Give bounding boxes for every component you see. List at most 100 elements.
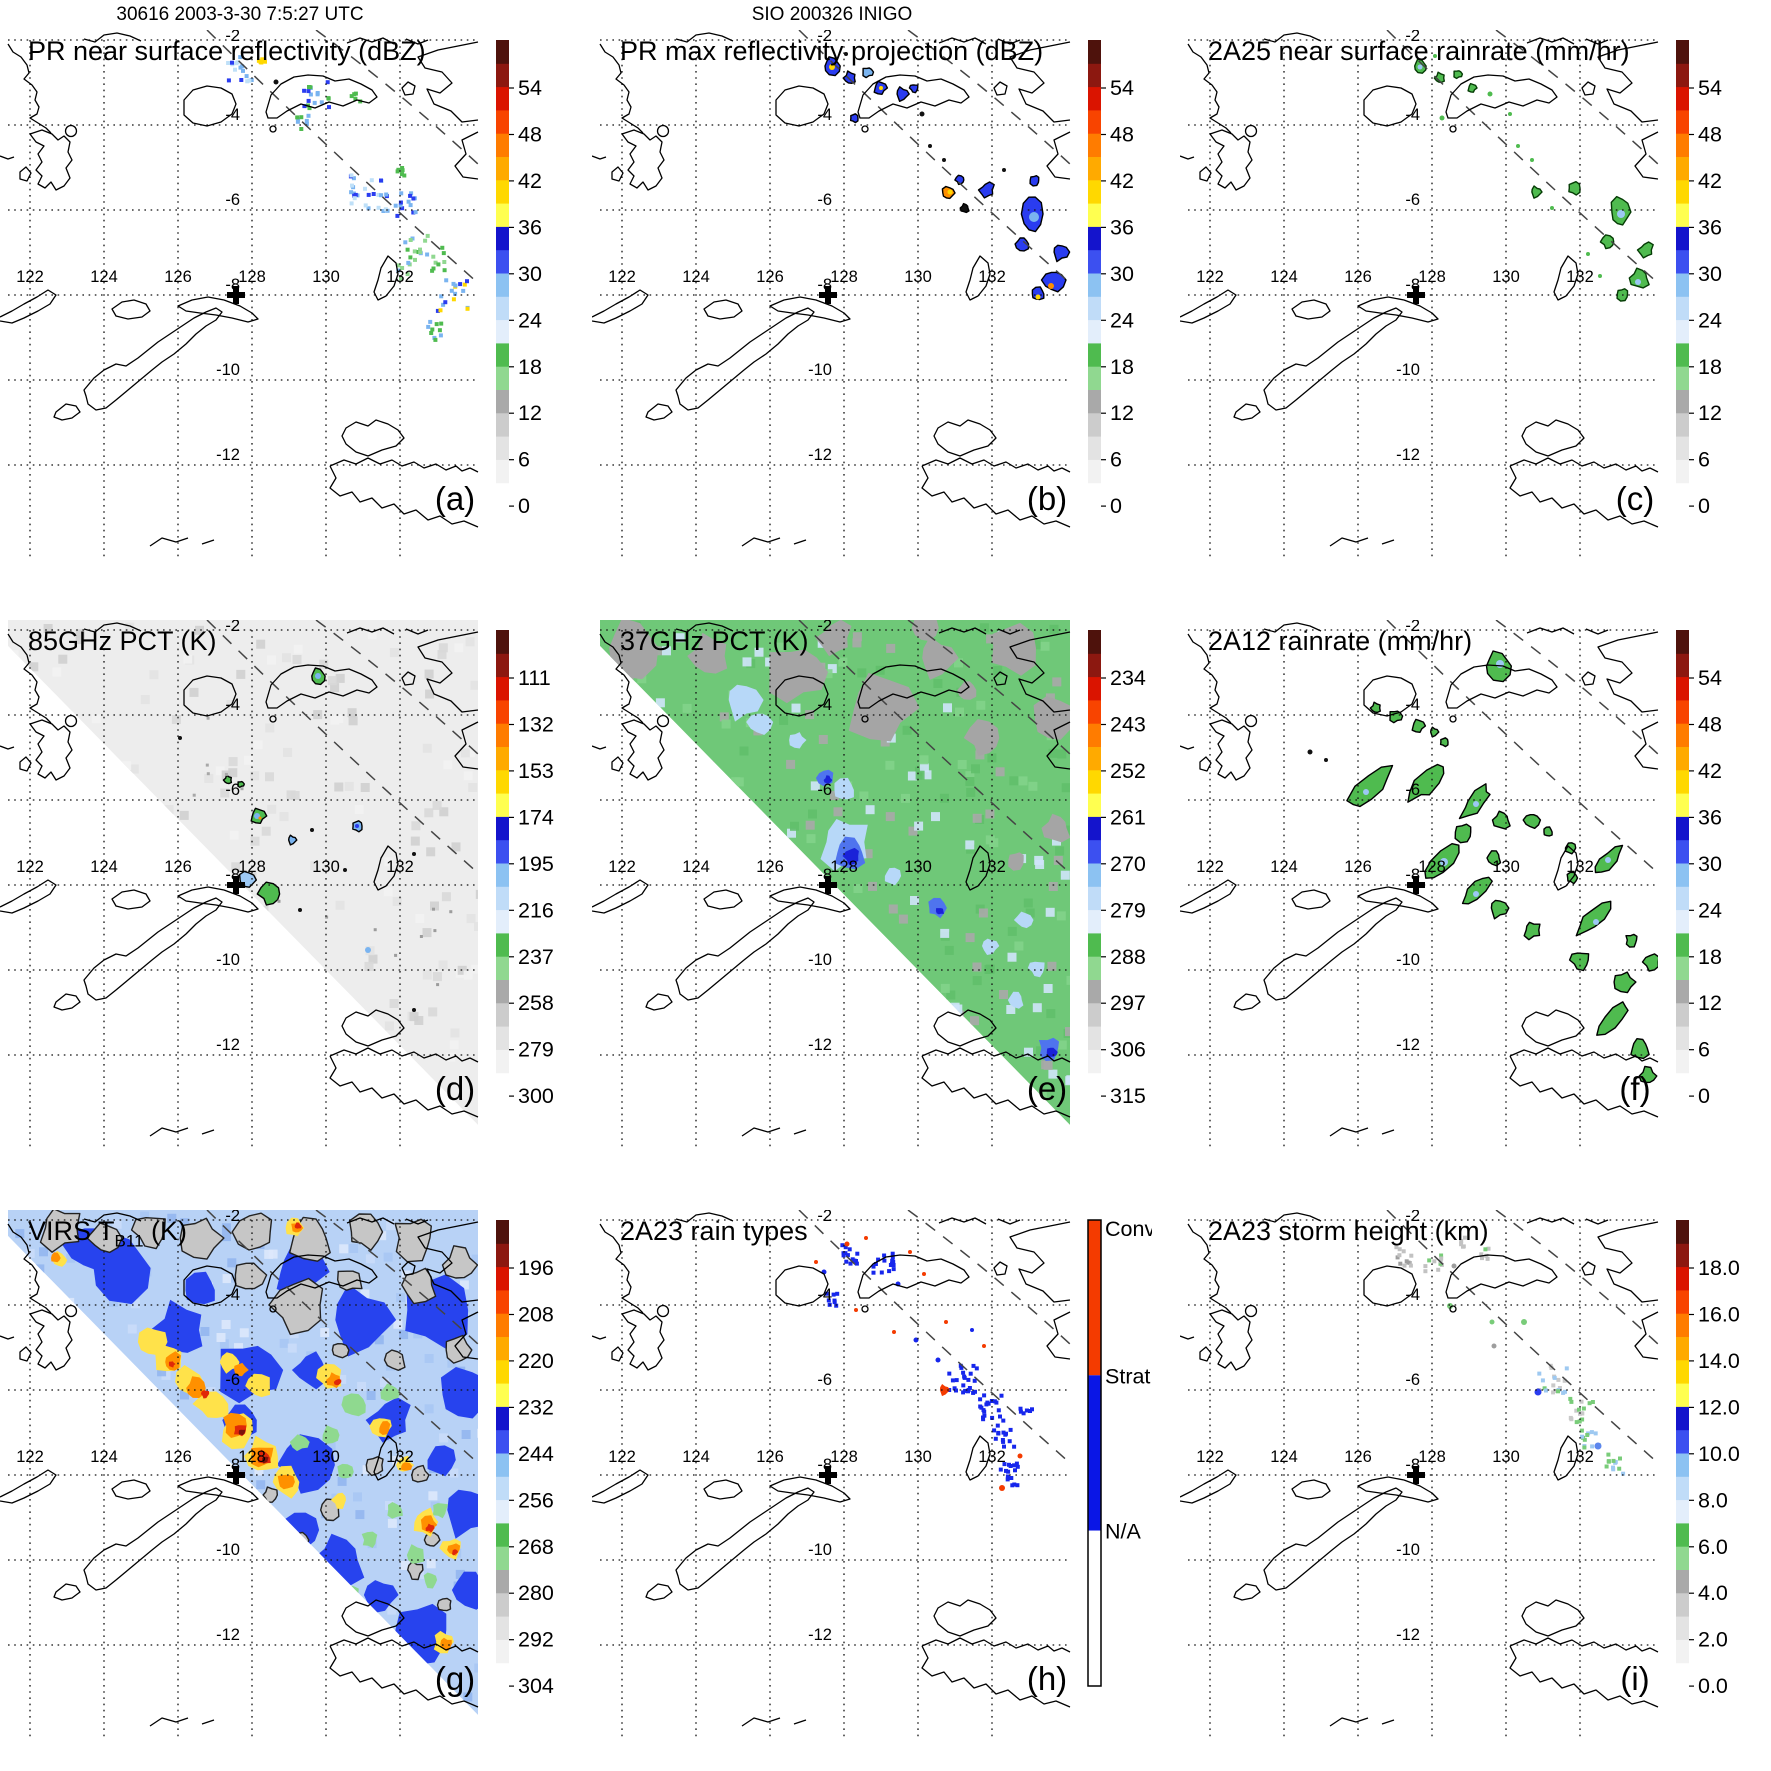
- data-layer: [1394, 1235, 1626, 1476]
- swath-edge-lines: [206, 620, 479, 874]
- colorbar-tick-label: 6: [1698, 1038, 1710, 1062]
- lat-label: -12: [216, 1036, 240, 1054]
- panel-i-title: 2A23 storm height (km): [1208, 1216, 1489, 1246]
- panel-f-title: 2A12 rainrate (mm/hr): [1208, 626, 1473, 656]
- lon-label: 132: [386, 268, 414, 286]
- colorbar-segment: [496, 1522, 509, 1547]
- colorbar-segment: [496, 1313, 509, 1337]
- lat-label: -4: [817, 106, 832, 124]
- cross-marker: [227, 1466, 245, 1484]
- colorbar-tick-label: 48: [1698, 123, 1722, 147]
- colorbar-tick-label: 256: [518, 1488, 554, 1512]
- colorbar-segment: [496, 909, 509, 934]
- colorbar-segment: [496, 1336, 509, 1361]
- geo-labels: 122 124 126 128 130 132-2-4-6-8-10-12: [1196, 30, 1594, 464]
- lat-label: -6: [1405, 191, 1420, 209]
- map-svg-b: 122 124 126 128 130 132-2-4-6-8-10-1254484236…: [592, 30, 1134, 558]
- colorbar-segment: [496, 676, 509, 701]
- cross-marker: [227, 286, 245, 304]
- colorbar-tick-label: 36: [1110, 215, 1134, 239]
- panel-g: 122 124 126 128 130 132 -2 -4 -6 -8 -10 -12 196 208 22…: [0, 1210, 560, 1755]
- coastlines: [1180, 1212, 1659, 1727]
- colorbar-tick-label: 261: [1110, 805, 1146, 829]
- colorbar-tick-label: 12: [518, 401, 542, 425]
- colorbar-tick-label: 0.0: [1698, 1674, 1728, 1698]
- colorbar-segment: [1676, 179, 1689, 204]
- colorbar-segment: [1088, 1072, 1101, 1097]
- coastlines: [1180, 622, 1659, 1137]
- colorbar-segment: [1088, 769, 1101, 794]
- colorbar-segment: [1088, 1530, 1101, 1686]
- colorbar-segment: [1676, 1499, 1689, 1524]
- colorbar-segment: [1676, 1546, 1689, 1570]
- colorbar-tick-label: 48: [1698, 713, 1722, 737]
- lon-label: 122: [1196, 1448, 1224, 1466]
- colorbar-tick-label: 297: [1110, 991, 1146, 1015]
- panel-i: 122 124 126 128 130 132 -2 -4 -6 -8 -10 -12 18.0 16.0…: [1180, 1210, 1740, 1755]
- lat-label: -6: [817, 191, 832, 209]
- colorbar-segment: [1088, 296, 1101, 321]
- panel-c-letter: (c): [1615, 480, 1655, 517]
- colorbar-tick-label: 12: [1698, 991, 1722, 1015]
- data-layer: [178, 667, 453, 1012]
- colorbar-segment: [1676, 1569, 1689, 1594]
- colorbar-tick-label: 48: [1110, 123, 1134, 147]
- colorbar-segment: [496, 1359, 509, 1384]
- colorbar-segment: [1088, 932, 1101, 957]
- colorbar-segment: [496, 40, 509, 64]
- colorbar-tick-label: 36: [518, 215, 542, 239]
- colorbar-tick-label: 12.0: [1698, 1395, 1740, 1419]
- lon-label: 132: [386, 858, 414, 876]
- colorbar-segment: [496, 1569, 509, 1594]
- colorbar-segment: [496, 1383, 509, 1407]
- map-grid: [1188, 1219, 1658, 1738]
- colorbar-segment: [1676, 63, 1689, 88]
- lat-label: -4: [1405, 106, 1420, 124]
- coastlines: [1180, 32, 1659, 547]
- colorbar-border: [1087, 1219, 1102, 1687]
- lon-label: 122: [608, 1448, 636, 1466]
- colorbar-segment: [1088, 319, 1101, 344]
- lon-label: 126: [164, 858, 192, 876]
- lon-label: 124: [1270, 858, 1298, 876]
- geo-labels: 122 124 126 128 130 132-2-4-6-8-10-12: [1196, 620, 1594, 1054]
- lon-label: 132: [978, 1448, 1006, 1466]
- colorbar-tick-label: 300: [518, 1084, 554, 1108]
- cross-marker: [819, 1466, 837, 1484]
- colorbar-tick-label: 10.0: [1698, 1442, 1740, 1466]
- colorbar-segment: [1088, 482, 1101, 507]
- data-layer: [1414, 54, 1654, 302]
- colorbar-tick-label: 304: [518, 1674, 554, 1698]
- colorbar-tick-label: 243: [1110, 713, 1146, 737]
- colorbar-segment: [496, 1002, 509, 1027]
- colorbar-segment: [496, 226, 509, 251]
- lon-label: 130: [904, 268, 932, 286]
- colorbar-segment: [1676, 133, 1689, 157]
- panel-h: 122 124 126 128 130 132 -2 -4 -6 -8 -10 -12 Conv Stra…: [592, 1210, 1152, 1755]
- colorbar: 18.0 16.0 14.0 12.0 10.0 8.0 6.0 4.0 2.0 0.0: [1676, 1220, 1740, 1698]
- colorbar-segment: [1676, 723, 1689, 747]
- colorbar-segment: [496, 249, 509, 274]
- coastlines: [0, 622, 479, 1137]
- colorbar-segment: [1088, 979, 1101, 1004]
- colorbar-segment: [496, 630, 509, 654]
- cross-marker: [819, 286, 837, 304]
- lat-label: -4: [817, 1286, 832, 1304]
- geo-labels: 122 124 126 128 130 132-2-4-6-8-10-12: [16, 620, 414, 1054]
- cross-marker: [1407, 286, 1425, 304]
- colorbar-segment: [496, 1220, 509, 1244]
- colorbar-tick-label: 18: [1698, 355, 1722, 379]
- lon-label: 132: [978, 858, 1006, 876]
- colorbar-segment: [1676, 979, 1689, 1004]
- lat-label: -10: [216, 361, 240, 379]
- colorbar-segment: [496, 699, 509, 724]
- data-layer: [226, 55, 470, 342]
- colorbar-segment-label: N/A: [1105, 1520, 1142, 1544]
- panel-a: 122 124 126 128 130 132 -2 -4 -6 -8 -10 -12 54 48 42 36…: [0, 30, 560, 575]
- panel-e: 122 124 126 128 130 132 -2 -4 -6 -8 -10 -12 234 243 25…: [592, 620, 1152, 1165]
- map-grid: [600, 1219, 1070, 1738]
- panel-f: 122 124 126 128 130 132 -2 -4 -6 -8 -10 -12 54 48 42 36…: [1180, 620, 1740, 1165]
- lon-label: 130: [1492, 1448, 1520, 1466]
- colorbar-segment: [1676, 839, 1689, 864]
- colorbar-tick-label: 54: [1698, 666, 1722, 690]
